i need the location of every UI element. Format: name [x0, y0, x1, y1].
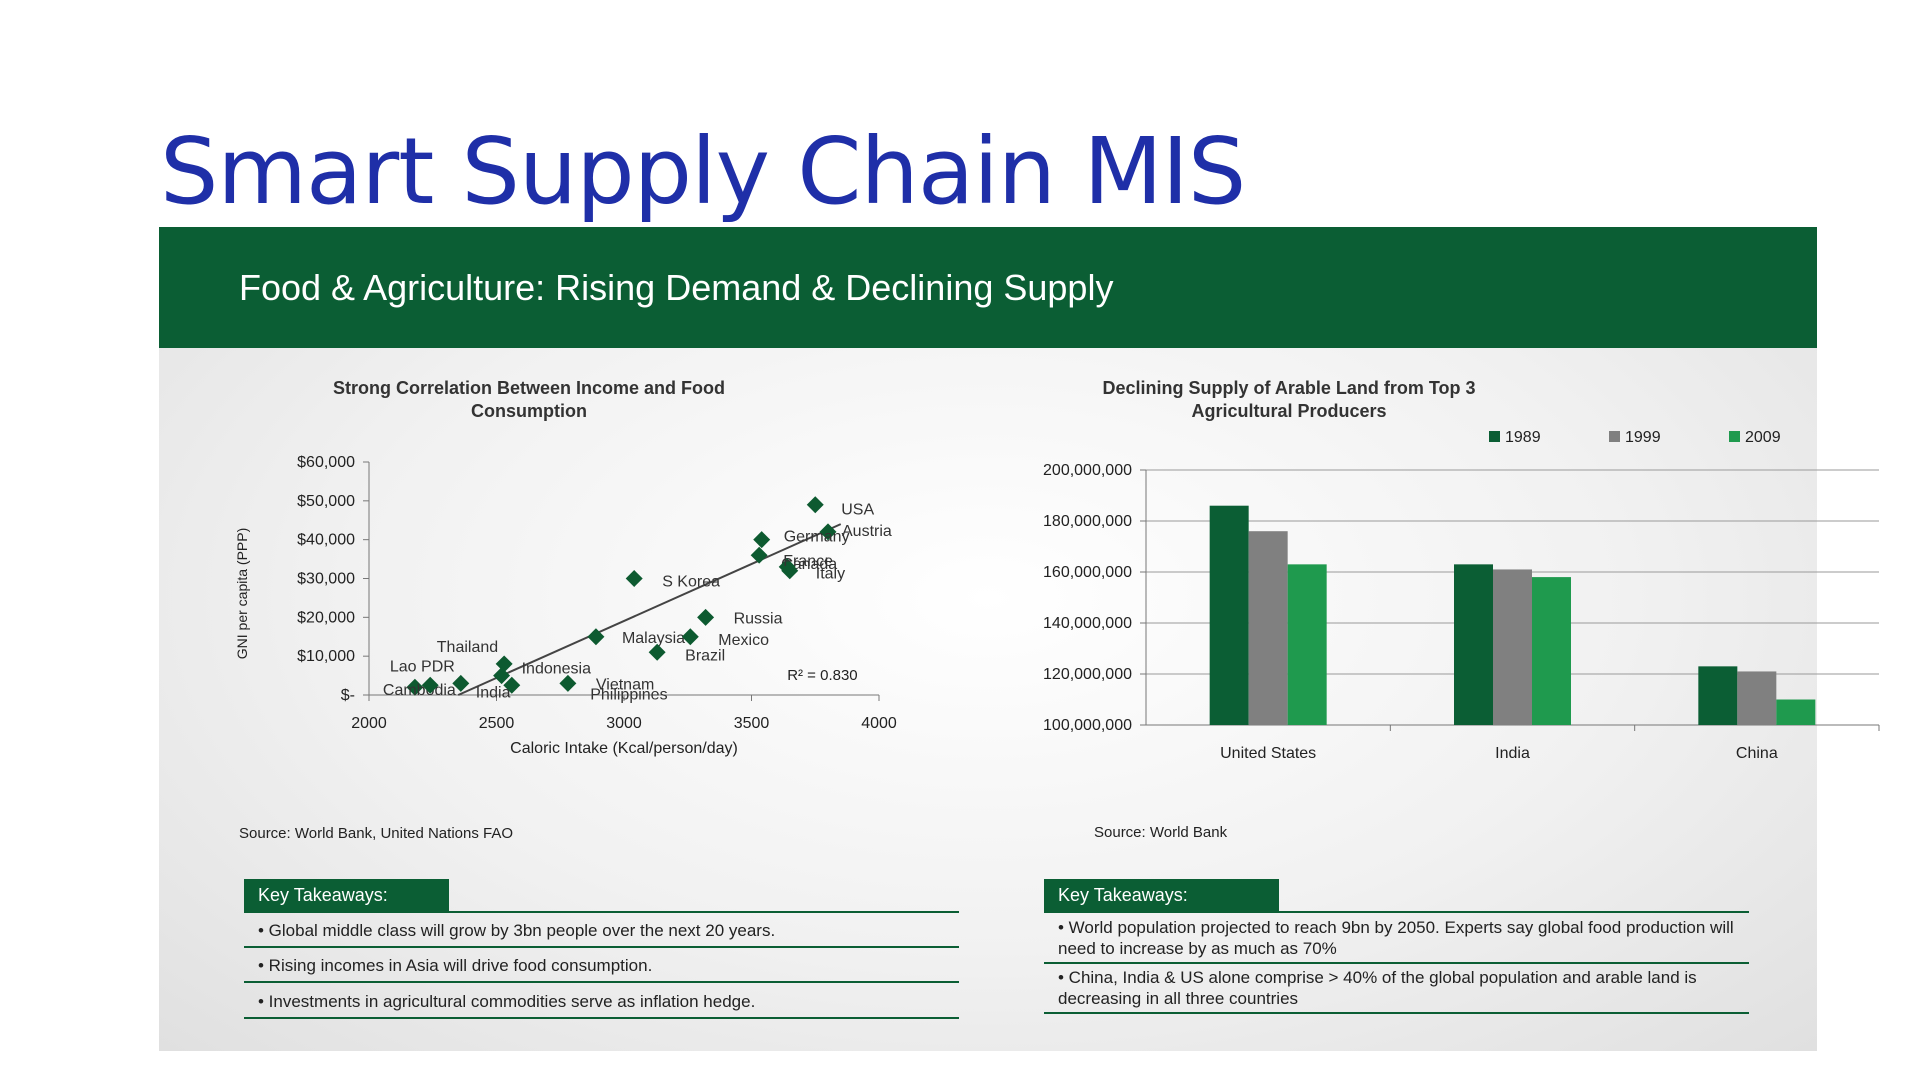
y-axis-label: GNI per capita (PPP) — [234, 528, 250, 660]
point-label: Lao PDR — [390, 658, 455, 675]
right-takeaways: Key Takeaways: • World population projec… — [1044, 879, 1749, 1049]
point-label: Cambodia — [383, 682, 456, 699]
legend-swatch — [1609, 431, 1620, 442]
scatter-point — [697, 608, 715, 626]
y-tick-label: 140,000,000 — [1043, 615, 1132, 632]
left-source: Source: World Bank, United Nations FAO — [239, 825, 514, 842]
point-label: USA — [841, 502, 874, 519]
y-tick-label: $40,000 — [297, 532, 355, 549]
r-squared-annotation: R² = 0.830 — [787, 667, 857, 684]
left-takeaway-1: • Global middle class will grow by 3bn p… — [258, 921, 776, 940]
legend-swatch — [1729, 431, 1740, 442]
y-tick-label: 100,000,000 — [1043, 717, 1132, 734]
x-tick-label: 3500 — [734, 715, 770, 732]
category-label: China — [1736, 745, 1778, 762]
point-label: India — [476, 684, 511, 701]
left-takeaway-2: • Rising incomes in Asia will drive food… — [258, 956, 653, 975]
point-label: Philippines — [590, 686, 667, 703]
banner: Food & Agriculture: Rising Demand & Decl… — [159, 227, 1817, 348]
divider — [244, 981, 959, 983]
bar — [1248, 531, 1288, 725]
scatter-point — [681, 628, 699, 646]
scatter-point — [421, 676, 439, 694]
bar — [1209, 505, 1249, 725]
scatter-point — [781, 562, 799, 580]
y-tick-label: 120,000,000 — [1043, 666, 1132, 683]
y-tick-label: $60,000 — [297, 454, 355, 471]
point-label: Vietnam — [596, 676, 654, 693]
divider — [244, 1017, 959, 1019]
scatter-point — [452, 674, 470, 692]
content-panel: Food & Agriculture: Rising Demand & Decl… — [159, 227, 1880, 1051]
y-tick-label: $10,000 — [297, 648, 355, 665]
right-takeaway-1: • World population projected to reach 9b… — [1058, 918, 1734, 958]
scatter-point — [750, 546, 768, 564]
category-label: United States — [1220, 745, 1316, 762]
bar — [1493, 569, 1532, 725]
divider — [244, 911, 959, 913]
point-label: Mexico — [718, 632, 769, 649]
left-takeaways: Key Takeaways: • Global middle class wil… — [244, 879, 959, 1049]
right-takeaway-2: • China, India & US alone comprise > 40%… — [1058, 968, 1697, 1008]
bar — [1698, 666, 1738, 725]
x-tick-label: 4000 — [861, 715, 897, 732]
trendline — [457, 523, 842, 696]
legend-label: 1999 — [1625, 429, 1661, 446]
legend-label: 1989 — [1505, 429, 1541, 446]
scatter-point — [587, 628, 605, 646]
y-tick-label: 200,000,000 — [1043, 462, 1132, 479]
x-tick-label: 2000 — [351, 715, 387, 732]
slide-title: Smart Supply Chain MIS — [160, 118, 1246, 225]
y-tick-label: $- — [341, 687, 355, 704]
legend-swatch — [1489, 431, 1500, 442]
scatter-point — [406, 678, 424, 696]
bar-chart: 100,000,000 120,000,000 140,000,000 160,000… — [1043, 429, 1880, 762]
divider — [244, 946, 959, 948]
legend-label: 2009 — [1745, 429, 1781, 446]
point-label: Germany — [784, 529, 850, 546]
category-label: India — [1495, 745, 1530, 762]
y-tick-label: $20,000 — [297, 609, 355, 626]
point-label: France — [783, 553, 833, 570]
y-tick-label: $50,000 — [297, 493, 355, 510]
point-label: S Korea — [662, 574, 720, 591]
y-tick-label: $30,000 — [297, 571, 355, 588]
bar — [1532, 577, 1571, 725]
point-label: Malaysia — [622, 630, 685, 647]
x-axis-label: Caloric Intake (Kcal/person/day) — [510, 740, 738, 757]
scatter-point — [559, 674, 577, 692]
point-label: Indonesia — [522, 661, 591, 678]
scatter-point — [806, 496, 824, 514]
y-tick-label: 180,000,000 — [1043, 513, 1132, 530]
bar — [1776, 699, 1816, 725]
left-takeaways-header: Key Takeaways: — [244, 879, 449, 911]
point-label: Brazil — [685, 647, 725, 664]
scatter-point — [625, 570, 643, 587]
scatter-chart-title: Strong Correlation Between Income and Fo… — [332, 378, 726, 421]
x-tick-label: 2500 — [479, 715, 515, 732]
right-source: Source: World Bank — [1094, 824, 1228, 841]
banner-title: Food & Agriculture: Rising Demand & Decl… — [239, 267, 1114, 308]
point-label: Italy — [816, 566, 845, 583]
right-takeaways-header: Key Takeaways: — [1044, 879, 1279, 911]
divider — [1044, 911, 1749, 913]
bar-chart-title: Declining Supply of Arable Land from Top… — [1102, 378, 1476, 421]
scatter-point — [503, 676, 521, 694]
left-takeaway-3: • Investments in agricultural commoditie… — [258, 992, 756, 1011]
bar — [1737, 671, 1777, 725]
y-tick-label: 160,000,000 — [1043, 564, 1132, 581]
scatter-point — [819, 523, 837, 541]
point-label: Thailand — [437, 639, 498, 656]
divider — [1044, 1012, 1749, 1014]
scatter-point — [753, 531, 771, 549]
bar — [1454, 564, 1493, 725]
point-label: Austria — [842, 523, 892, 540]
x-tick-label: 3000 — [606, 715, 642, 732]
bar — [1287, 564, 1327, 725]
divider — [1044, 962, 1749, 964]
scatter-chart: $- $10,000 $20,000 $30,000 $40,000 $50,000 $60… — [234, 454, 897, 757]
point-label: Russia — [734, 610, 783, 627]
